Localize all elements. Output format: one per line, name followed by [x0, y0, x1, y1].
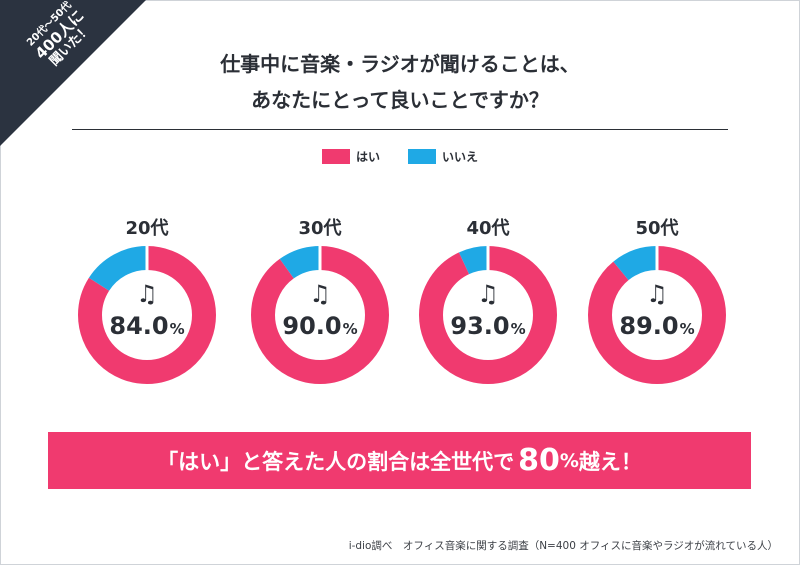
legend: はい いいえ [0, 146, 800, 166]
source-note: i-dio調べ オフィス音楽に関する調査（N=400 オフィスに音楽やラジオが流… [348, 540, 778, 552]
percent-value: 89.0 [619, 312, 679, 340]
percent-label-50s: 89.0% [587, 312, 727, 340]
age-label-20s: 20代 [125, 218, 169, 239]
percent-label-40s: 93.0% [418, 312, 558, 340]
title-divider [72, 129, 728, 130]
legend-swatch-yes [321, 148, 350, 164]
banner-unit: % [559, 449, 579, 472]
percent-label-30s: 90.0% [250, 312, 390, 340]
age-label-30s: 30代 [298, 218, 342, 239]
banner-text-pre: 「はい」と答えた人の割合は全世代で [157, 449, 515, 474]
corner-badge-background [0, 0, 146, 146]
title-line-2: あなたにとって良いことですか？ [251, 88, 549, 112]
banner-text-post: 越え！ [578, 449, 642, 474]
age-label-50s: 50代 [635, 218, 679, 239]
percent-label-20s: 84.0% [77, 312, 217, 340]
music-note-icon: ♫ [309, 280, 331, 308]
music-note-icon: ♫ [136, 280, 158, 308]
percent-unit: % [342, 320, 358, 338]
percent-unit: % [510, 320, 526, 338]
title-line-1: 仕事中に音楽・ラジオが聞けることは、 [220, 52, 580, 76]
legend-label-no: いいえ [442, 149, 479, 164]
legend-item-yes: はい [321, 146, 380, 166]
summary-banner: 「はい」と答えた人の割合は全世代で 80% 越え！ [48, 432, 751, 489]
music-note-icon: ♫ [646, 280, 668, 308]
legend-swatch-no [408, 148, 436, 164]
music-note-icon: ♫ [477, 280, 499, 308]
corner-badge: 20代〜50代 400人に 聞いた！ [0, 0, 146, 146]
age-label-40s: 40代 [466, 218, 510, 239]
percent-unit: % [679, 320, 695, 338]
percent-unit: % [169, 320, 185, 338]
percent-value: 93.0 [450, 312, 510, 340]
legend-label-yes: はい [355, 149, 380, 164]
percent-value: 90.0 [282, 312, 342, 340]
percent-value: 84.0 [109, 312, 169, 340]
legend-item-no: いいえ [408, 146, 478, 166]
banner-number: 80 [518, 443, 560, 478]
chart-title: 仕事中に音楽・ラジオが聞けることは、 あなたにとって良いことですか？ [0, 46, 800, 118]
